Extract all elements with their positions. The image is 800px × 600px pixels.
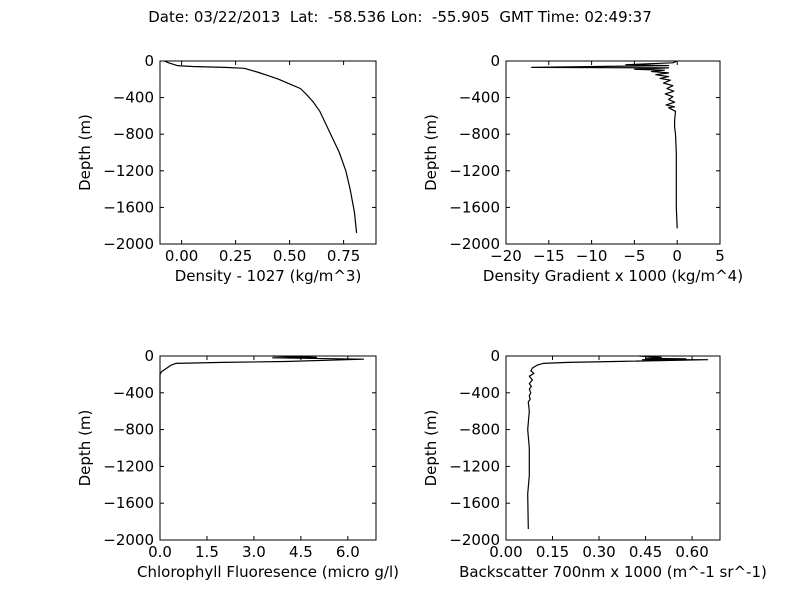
y-axis-label: Depth (m) — [422, 410, 440, 487]
y-tick-label: −2000 — [449, 531, 500, 549]
x-tick-label: 0.00 — [489, 543, 522, 561]
y-tick-label: 0 — [490, 347, 500, 365]
x-tick-label: 0.0 — [148, 543, 172, 561]
x-tick-label: 0 — [672, 247, 682, 265]
y-tick-label: −1600 — [103, 198, 154, 216]
subplot-density: 0.00 0.25 0.50 0.75 0 −400 −800 −1200 −1600 −2000… — [76, 52, 377, 285]
x-tick-label: 5 — [715, 247, 725, 265]
y-tick-label: −1200 — [449, 162, 500, 180]
x-tick-label: 3.0 — [242, 543, 266, 561]
x-tick-label: 0.50 — [273, 247, 306, 265]
x-tick-label: 0.60 — [675, 543, 708, 561]
x-tick-label: 0.30 — [582, 543, 615, 561]
series-line — [531, 60, 678, 229]
series-line — [159, 355, 365, 467]
figure-title: Date: 03/22/2013 Lat: -58.536 Lon: -55.9… — [148, 8, 652, 26]
x-axis-label: Chlorophyll Fluoresence (micro g/l) — [137, 563, 399, 581]
y-tick-label: 0 — [144, 347, 154, 365]
y-tick-label: −1200 — [103, 457, 154, 475]
plot-frame — [159, 355, 377, 541]
x-tick-label: 0.15 — [536, 543, 569, 561]
x-tick-label: −15 — [533, 247, 565, 265]
plot-frame — [505, 60, 721, 245]
series-line — [527, 355, 709, 530]
y-tick-label: −1600 — [449, 198, 500, 216]
x-tick-label: 0.00 — [165, 247, 198, 265]
plot-frame — [159, 60, 377, 245]
x-tick-label: −20 — [490, 247, 522, 265]
y-tick-label: −2000 — [449, 235, 500, 253]
y-tick-label: −400 — [113, 89, 154, 107]
y-tick-label: −1600 — [449, 494, 500, 512]
y-axis-label: Depth (m) — [422, 114, 440, 191]
y-tick-label: −1200 — [449, 457, 500, 475]
x-tick-label: 4.5 — [289, 543, 313, 561]
y-tick-label: 0 — [490, 52, 500, 70]
subplot-chlorophyll: 0.0 1.5 3.0 4.5 6.0 0 −400 −800 −1200 −1600 −2000 C… — [76, 347, 399, 581]
y-axis-label: Depth (m) — [76, 410, 94, 487]
x-axis-label: Backscatter 700nm x 1000 (m^-1 sr^-1) — [459, 563, 767, 581]
y-tick-label: −1200 — [103, 162, 154, 180]
y-tick-label: −400 — [113, 384, 154, 402]
subplot-density-gradient: −20 −15 −10 −5 0 5 0 −400 −800 −1200 −1600 −2000 Den… — [422, 52, 743, 285]
y-tick-label: −800 — [459, 125, 500, 143]
y-tick-label: −2000 — [103, 235, 154, 253]
y-axis-label: Depth (m) — [76, 114, 94, 191]
y-tick-label: −800 — [113, 421, 154, 439]
x-tick-label: −5 — [623, 247, 645, 265]
y-tick-label: −800 — [459, 421, 500, 439]
y-tick-label: −400 — [459, 384, 500, 402]
y-tick-label: −400 — [459, 89, 500, 107]
x-axis-label: Density - 1027 (kg/m^3) — [175, 267, 362, 285]
subplot-backscatter: 0.00 0.15 0.30 0.45 0.60 0 −400 −800 −1200 −1600 −… — [422, 347, 767, 581]
y-tick-label: −2000 — [103, 531, 154, 549]
y-tick-label: 0 — [144, 52, 154, 70]
plot-frame — [505, 355, 721, 541]
x-axis-label: Density Gradient x 1000 (kg/m^4) — [483, 267, 743, 285]
x-tick-label: −10 — [576, 247, 608, 265]
x-tick-label: 0.25 — [219, 247, 252, 265]
x-tick-label: 1.5 — [195, 543, 219, 561]
x-tick-label: 6.0 — [336, 543, 360, 561]
x-tick-label: 0.45 — [629, 543, 662, 561]
series-line — [164, 60, 358, 234]
y-tick-label: −1600 — [103, 494, 154, 512]
x-tick-label: 0.75 — [327, 247, 360, 265]
y-tick-label: −800 — [113, 125, 154, 143]
